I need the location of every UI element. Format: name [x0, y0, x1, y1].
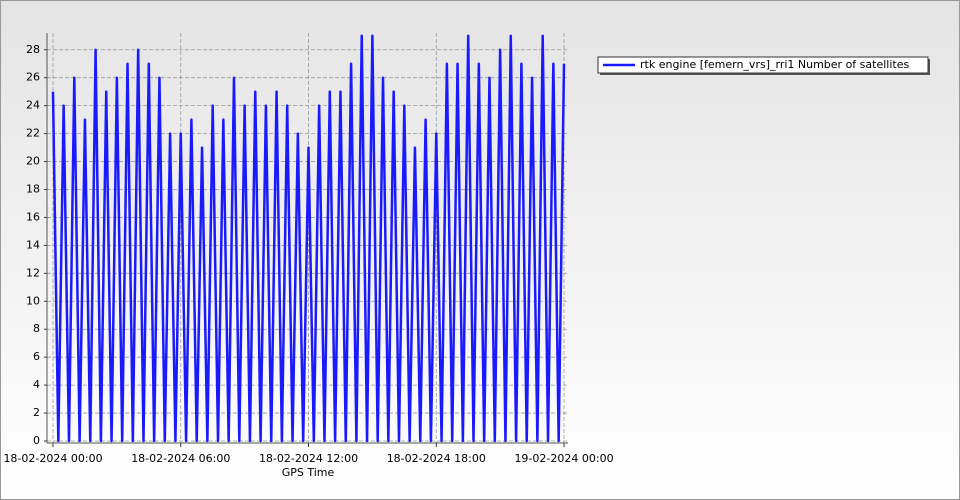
y-tick-label: 10	[26, 294, 40, 307]
x-tick-label: 18-02-2024 00:00	[3, 452, 102, 465]
y-tick-label: 28	[26, 43, 40, 56]
legend	[597, 56, 929, 74]
x-tick-label: 18-02-2024 12:00	[259, 452, 358, 465]
legend-label: rtk engine [femern_vrs]_rri1 Number of s…	[640, 58, 909, 71]
y-tick-label: 14	[26, 238, 40, 251]
y-tick-label: 26	[26, 71, 40, 84]
x-tick-label: 18-02-2024 18:00	[387, 452, 486, 465]
y-tick-label: 12	[26, 266, 40, 279]
x-axis-label: GPS Time	[282, 466, 335, 479]
y-tick-label: 18	[26, 182, 40, 195]
y-tick-label: 20	[26, 155, 40, 168]
y-tick-label: 24	[26, 99, 40, 112]
y-tick-label: 2	[33, 406, 40, 419]
y-tick-label: 6	[33, 350, 40, 363]
y-tick-label: 8	[33, 322, 40, 335]
x-tick-label: 19-02-2024 00:00	[514, 452, 613, 465]
x-tick-label: 18-02-2024 06:00	[131, 452, 230, 465]
series-line	[51, 34, 566, 443]
y-tick-label: 22	[26, 127, 40, 140]
y-tick-label: 16	[26, 210, 40, 223]
y-tick-label: 4	[33, 378, 40, 391]
y-tick-label: 0	[33, 434, 40, 447]
